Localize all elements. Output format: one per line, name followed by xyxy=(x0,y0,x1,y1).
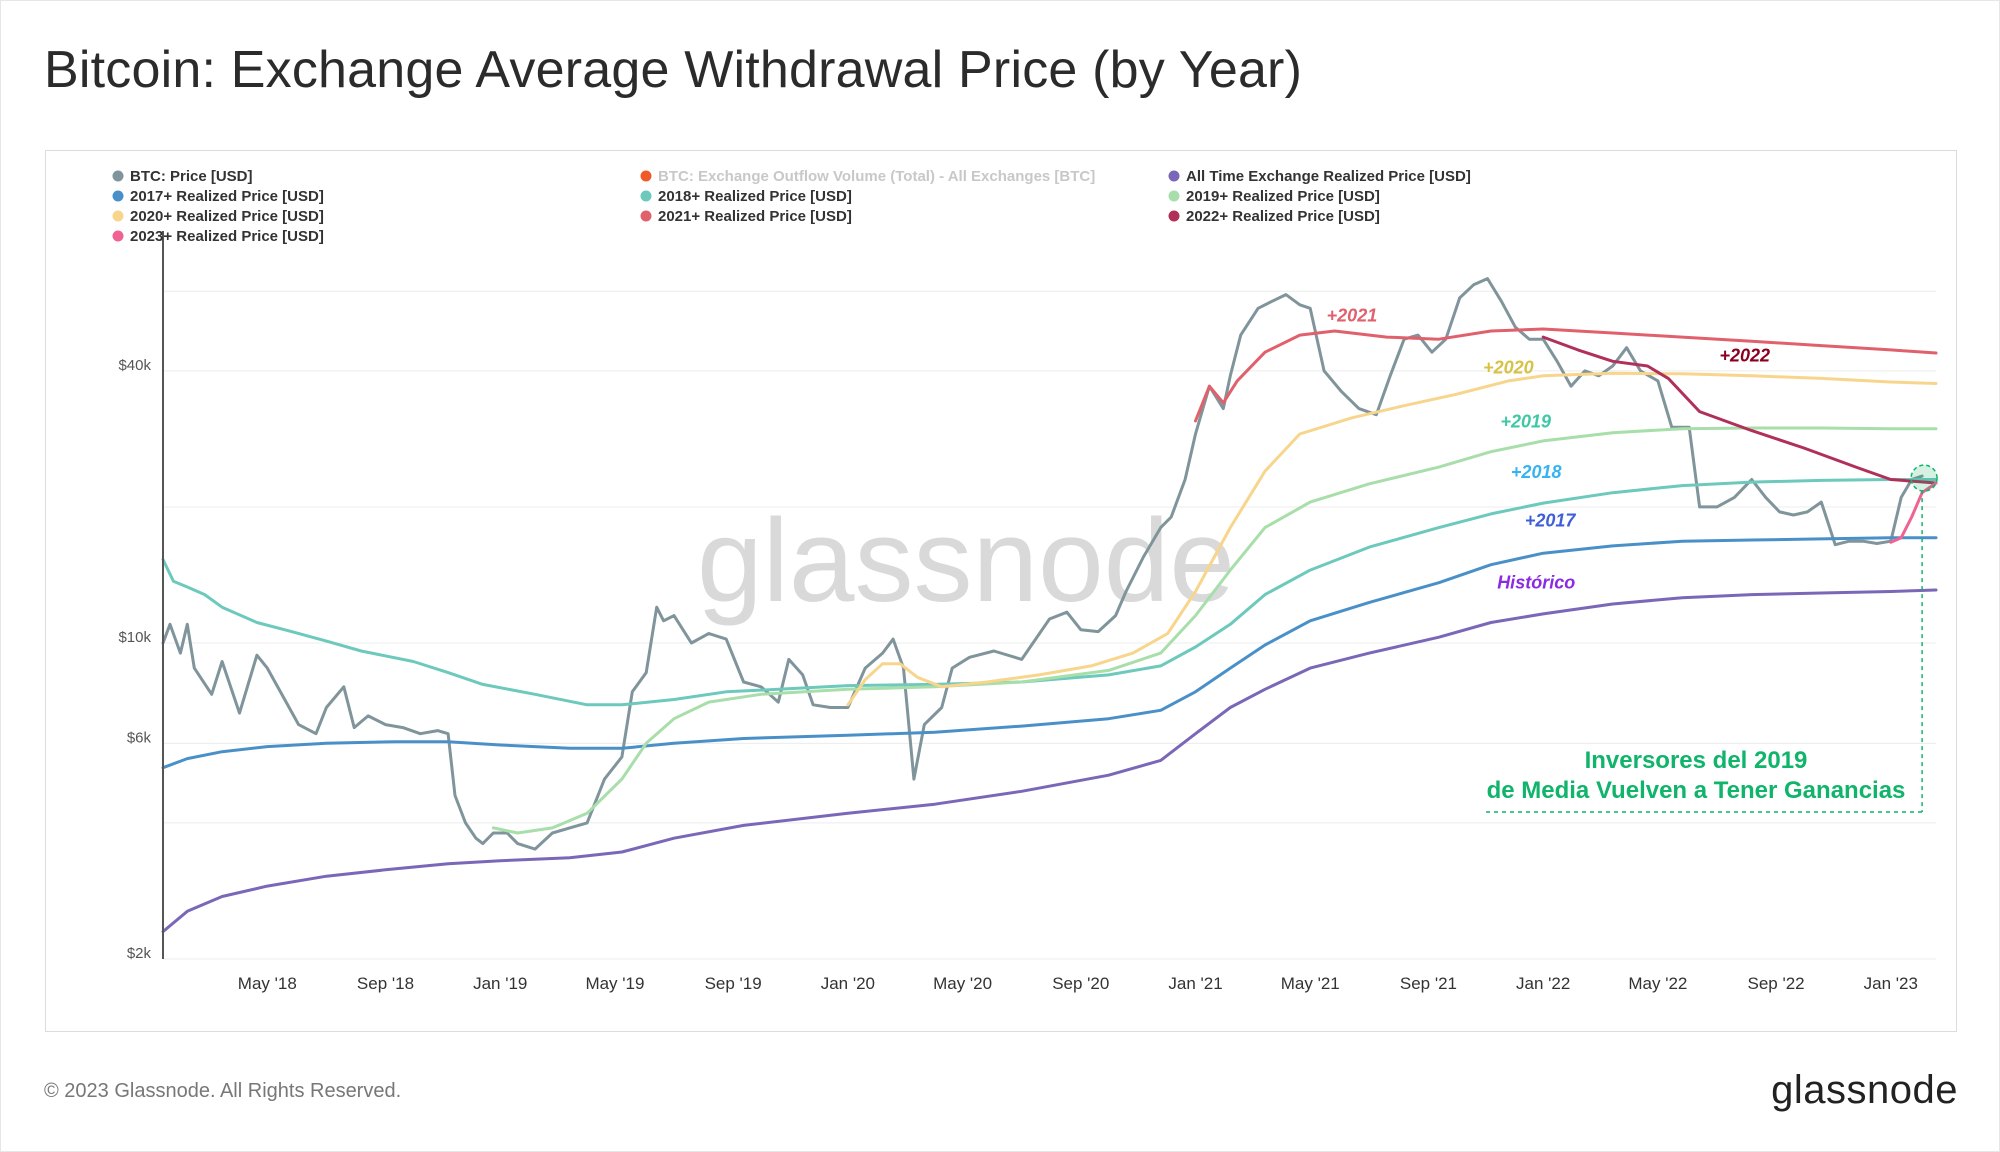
line-label: +2021 xyxy=(1327,305,1378,325)
legend-item-label: 2020+ Realized Price [USD] xyxy=(130,208,324,225)
x-tick-label: May '21 xyxy=(1281,974,1340,993)
series-line-2023-realized-price-usd xyxy=(1889,481,1938,544)
series-line-2020-realized-price-usd xyxy=(846,371,1938,707)
legend-item-label: All Time Exchange Realized Price [USD] xyxy=(1186,168,1471,185)
legend-item-label: 2022+ Realized Price [USD] xyxy=(1186,208,1380,225)
series-line-2019-realized-price-usd xyxy=(491,426,1938,835)
y-tick-label: $2k xyxy=(127,945,152,962)
x-tick-label: Jan '21 xyxy=(1168,974,1222,993)
series-line-2021-realized-price-usd xyxy=(1194,327,1938,423)
x-tick-label: Sep '18 xyxy=(357,974,414,993)
line-label: +2017 xyxy=(1525,511,1577,531)
y-tick-label: $6k xyxy=(127,729,152,746)
price-chart: glassnode Inversores del 2019 de Media Vu… xyxy=(112,168,1938,993)
annotation-layer: Inversores del 2019 de Media Vuelven a Te… xyxy=(1486,464,1938,813)
legend-item-label: 2019+ Realized Price [USD] xyxy=(1186,188,1380,205)
x-tick-label: May '18 xyxy=(238,974,297,993)
x-tick-label: May '19 xyxy=(585,974,644,993)
series-line-2022-realized-price-usd xyxy=(1541,335,1938,485)
legend-marker xyxy=(640,190,652,202)
glassnode-watermark: glassnode xyxy=(697,495,1235,627)
page-title: Bitcoin: Exchange Average Withdrawal Pri… xyxy=(44,41,1303,99)
glassnode-logo[interactable]: glassnode xyxy=(1771,1068,1958,1112)
x-tick-label: Sep '22 xyxy=(1748,974,1805,993)
line-label: +2020 xyxy=(1483,357,1534,377)
line-label: +2018 xyxy=(1511,462,1562,482)
line-label: +2022 xyxy=(1720,345,1771,365)
line-label-layer: +2021 +2022 +2020 +2019 +2018 +2017 Histórico xyxy=(1327,305,1770,592)
series-layer xyxy=(161,277,1938,934)
x-tick-label: May '20 xyxy=(933,974,992,993)
x-tick-label: Sep '19 xyxy=(705,974,762,993)
legend-marker xyxy=(112,190,124,202)
series-line-btc-price-usd xyxy=(161,277,1924,851)
series-line-2018-realized-price-usd xyxy=(161,478,1938,707)
legend-item-label: BTC: Price [USD] xyxy=(130,168,253,185)
legend-marker xyxy=(640,210,652,222)
x-tick-label: Jan '20 xyxy=(821,974,875,993)
legend: BTC: Price [USD] BTC: Exchange Outflow Vo… xyxy=(112,168,1471,245)
legend-item-label: BTC: Exchange Outflow Volume (Total) - A… xyxy=(658,168,1095,185)
x-tick-label: Jan '19 xyxy=(473,974,527,993)
legend-marker xyxy=(640,170,652,182)
legend-item-label: 2018+ Realized Price [USD] xyxy=(658,188,852,205)
y-tick-label: $40k xyxy=(118,357,151,374)
legend-marker xyxy=(1168,190,1180,202)
x-tick-label: Jan '23 xyxy=(1864,974,1918,993)
series-line-2017-realized-price-usd xyxy=(161,536,1938,770)
copyright: © 2023 Glassnode. All Rights Reserved. xyxy=(44,1080,402,1102)
grid-layer xyxy=(163,290,1936,960)
legend-item-label: 2023+ Realized Price [USD] xyxy=(130,228,324,245)
x-tick-label: Sep '20 xyxy=(1052,974,1109,993)
line-label: +2019 xyxy=(1500,411,1551,431)
highlight-circle xyxy=(1910,464,1938,492)
annotation-line1: Inversores del 2019 xyxy=(1585,747,1808,774)
axis-layer: $2k $6k $10k $40k May '18 Sep '18 Jan '19 May '… xyxy=(118,231,1918,993)
y-tick-label: $10k xyxy=(118,629,151,646)
x-tick-label: Sep '21 xyxy=(1400,974,1457,993)
legend-marker xyxy=(1168,170,1180,182)
legend-marker xyxy=(112,230,124,242)
legend-item-label: 2021+ Realized Price [USD] xyxy=(658,208,852,225)
x-tick-label: May '22 xyxy=(1628,974,1687,993)
x-tick-label: Jan '22 xyxy=(1516,974,1570,993)
line-label: Histórico xyxy=(1497,573,1575,593)
series-line-all-time-exchange-realized-price-usd xyxy=(161,588,1938,934)
legend-item-label: 2017+ Realized Price [USD] xyxy=(130,188,324,205)
annotation-line2: de Media Vuelven a Tener Ganancias xyxy=(1487,777,1906,804)
legend-marker xyxy=(112,210,124,222)
legend-marker xyxy=(112,170,124,182)
chart-frame: glassnode Inversores del 2019 de Media Vu… xyxy=(45,150,1957,1032)
legend-marker xyxy=(1168,210,1180,222)
